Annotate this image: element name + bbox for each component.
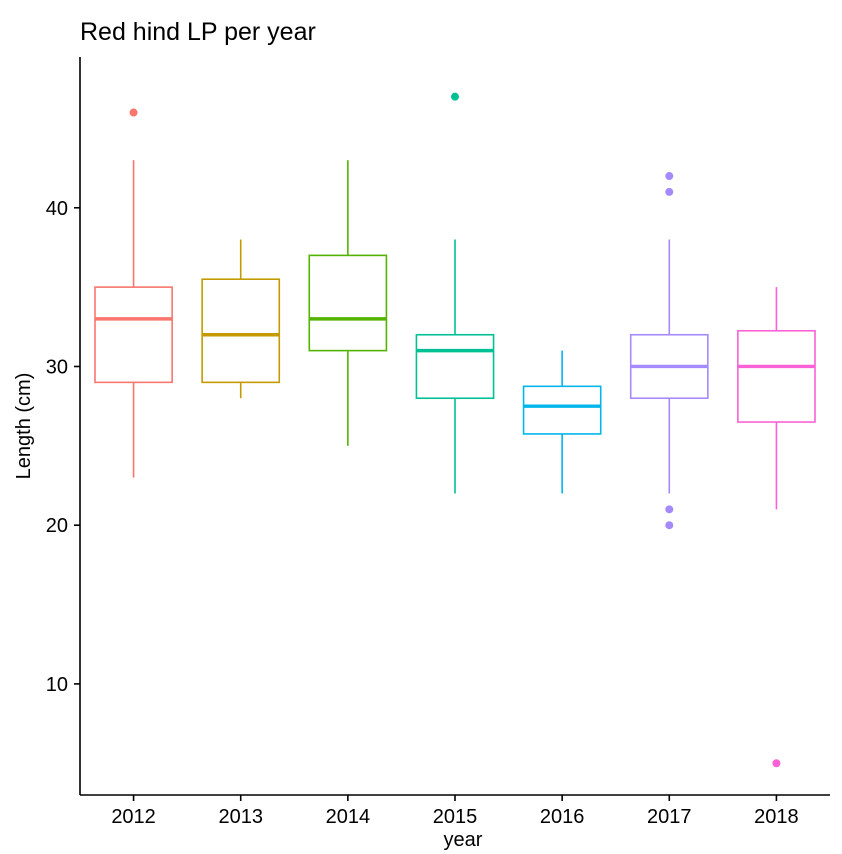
y-tick-label: 10: [46, 674, 68, 696]
outlier-point: [665, 172, 674, 181]
box-2016: [522, 350, 602, 494]
x-tick-label: 2017: [647, 806, 692, 828]
chart-title: Red hind LP per year: [80, 18, 316, 46]
box-2015: [415, 92, 495, 494]
x-axis-title: year: [444, 829, 483, 851]
y-axis-ticks: 10 20 30 40: [46, 198, 80, 696]
y-tick-label: 30: [46, 356, 68, 378]
outlier-point: [665, 505, 674, 514]
outlier-point: [772, 759, 781, 768]
iqr-box: [415, 333, 495, 400]
y-tick-label: 20: [46, 515, 68, 537]
x-tick-label: 2015: [433, 806, 478, 828]
outlier-point: [129, 108, 138, 117]
box-2013: [201, 239, 281, 399]
box-2012: [94, 108, 173, 478]
x-tick-label: 2016: [540, 806, 585, 828]
plot-area: [94, 92, 816, 768]
box-2018: [737, 287, 816, 768]
box-2017: [629, 172, 709, 530]
outlier-point: [665, 521, 674, 530]
x-tick-label: 2018: [754, 806, 799, 828]
y-axis-title: Length (cm): [13, 373, 35, 480]
x-tick-label: 2014: [326, 806, 371, 828]
iqr-box: [94, 286, 173, 384]
y-tick-label: 40: [46, 198, 68, 220]
iqr-box: [201, 278, 281, 384]
x-tick-label: 2012: [111, 806, 156, 828]
x-tick-label: 2013: [218, 806, 263, 828]
x-axis-ticks: 2012 2013 2014 2015 2016 2017 2018: [111, 795, 799, 828]
outlier-point: [665, 187, 674, 196]
iqr-box: [737, 329, 816, 423]
outlier-point: [451, 92, 459, 101]
box-2014: [308, 160, 388, 446]
iqr-box: [308, 254, 388, 352]
iqr-box: [522, 385, 602, 435]
